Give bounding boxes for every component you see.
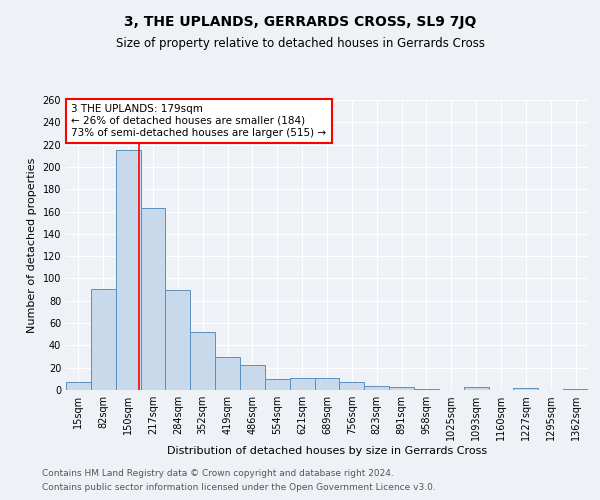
Bar [91,288,116,390]
Bar [290,378,314,390]
Bar [166,290,190,390]
Bar [464,386,488,390]
Bar [140,208,166,390]
Bar [116,150,140,390]
Bar [215,356,240,390]
Y-axis label: Number of detached properties: Number of detached properties [27,158,37,332]
X-axis label: Distribution of detached houses by size in Gerrards Cross: Distribution of detached houses by size … [167,446,487,456]
Bar [414,389,439,390]
Bar [190,332,215,390]
Bar [265,379,290,390]
Text: Contains public sector information licensed under the Open Government Licence v3: Contains public sector information licen… [42,484,436,492]
Text: 3 THE UPLANDS: 179sqm
← 26% of detached houses are smaller (184)
73% of semi-det: 3 THE UPLANDS: 179sqm ← 26% of detached … [71,104,326,138]
Text: Contains HM Land Registry data © Crown copyright and database right 2024.: Contains HM Land Registry data © Crown c… [42,468,394,477]
Bar [364,386,389,390]
Bar [66,382,91,390]
Bar [240,366,265,390]
Text: Size of property relative to detached houses in Gerrards Cross: Size of property relative to detached ho… [115,38,485,51]
Bar [514,388,538,390]
Bar [340,382,364,390]
Bar [563,389,588,390]
Bar [389,386,414,390]
Bar [314,378,340,390]
Text: 3, THE UPLANDS, GERRARDS CROSS, SL9 7JQ: 3, THE UPLANDS, GERRARDS CROSS, SL9 7JQ [124,15,476,29]
